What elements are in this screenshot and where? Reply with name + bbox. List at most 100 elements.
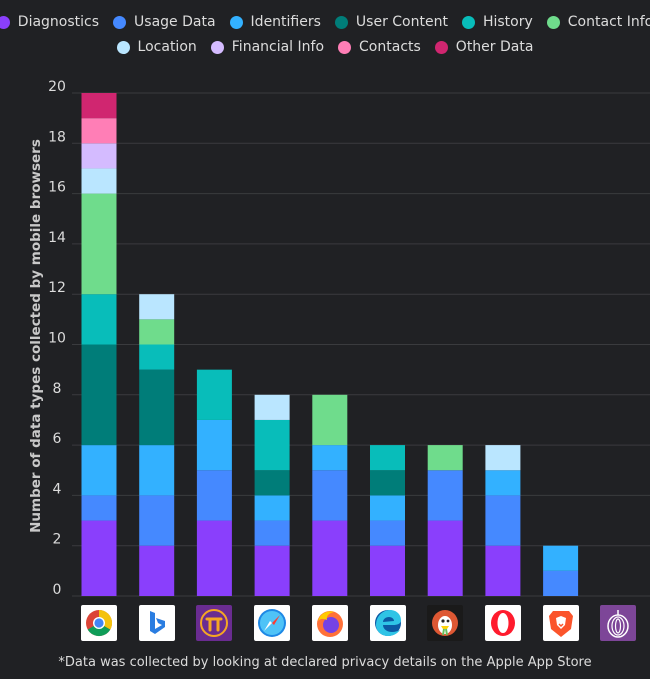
legend-swatch: [434, 40, 448, 54]
firefox-icon: [311, 605, 348, 641]
legend-label: User Content: [355, 14, 448, 30]
safari-icon: [254, 605, 291, 641]
bar-segment-edge-user-content[interactable]: [370, 470, 405, 496]
bar-segment-chrome-location[interactable]: [81, 168, 117, 194]
legend-swatch: [116, 40, 130, 54]
bar-segment-chrome-identifiers[interactable]: [81, 445, 117, 496]
bar-segment-safari-usage-data[interactable]: [254, 520, 290, 546]
bar-segment-safari-identifiers[interactable]: [254, 495, 290, 521]
bar-segment-edge-usage-data[interactable]: [370, 520, 405, 546]
legend-label: Financial Info: [231, 39, 325, 55]
legend-label: History: [482, 14, 533, 30]
legend-item-diagnostics[interactable]: Diagnostics: [0, 14, 99, 30]
y-tick-label: 10: [48, 331, 66, 347]
bar-segment-pi-browser-usage-data[interactable]: [196, 470, 232, 521]
legend-item-user-content[interactable]: User Content: [334, 14, 448, 30]
legend-label: Identifiers: [250, 14, 321, 30]
legend-item-contact-info[interactable]: Contact Info: [546, 14, 650, 30]
y-tick-label: 4: [53, 481, 62, 497]
bar-segment-chrome-contact-info[interactable]: [81, 193, 117, 295]
legend-label: Contact Info: [567, 14, 650, 30]
legend-item-usage-data[interactable]: Usage Data: [113, 14, 216, 30]
legend-row-2: Location Financial Info Contacts Other Data: [0, 39, 650, 55]
bar-segment-edge-identifiers[interactable]: [370, 495, 405, 521]
bar-segment-chrome-other-data[interactable]: [81, 93, 117, 119]
bar-segment-opera-usage-data[interactable]: [485, 495, 521, 546]
y-tick-label: 12: [48, 280, 66, 296]
bar-segment-pi-browser-diagnostics[interactable]: [196, 520, 232, 596]
bar-segment-brave-usage-data[interactable]: [543, 570, 579, 596]
bar-segment-chrome-contacts[interactable]: [81, 118, 117, 144]
pi-browser-icon: [196, 605, 233, 641]
legend-row-1: Diagnostics Usage Data Identifiers User Con…: [0, 14, 650, 30]
bar-segment-edge-diagnostics[interactable]: [370, 545, 405, 596]
y-tick-label: 6: [53, 431, 62, 447]
legend-swatch: [210, 40, 224, 54]
edge-icon: [369, 605, 406, 641]
bar-segment-firefox-identifiers[interactable]: [312, 445, 348, 471]
legend-item-other-data[interactable]: Other Data: [434, 39, 534, 55]
bar-segment-safari-diagnostics[interactable]: [254, 545, 290, 596]
legend-item-history[interactable]: History: [461, 14, 533, 30]
bar-segment-chrome-financial-info[interactable]: [81, 143, 117, 169]
legend-swatch: [113, 15, 127, 29]
y-tick-label: 18: [48, 129, 66, 145]
bar-segment-duckduckgo-contact-info[interactable]: [427, 445, 463, 471]
bar-segment-opera-identifiers[interactable]: [485, 470, 521, 496]
legend-swatch: [334, 15, 348, 29]
bar-segment-bing-user-content[interactable]: [139, 369, 175, 446]
bar-segment-brave-identifiers[interactable]: [543, 545, 579, 571]
bar-segment-duckduckgo-diagnostics[interactable]: [427, 520, 463, 596]
bar-segment-bing-contact-info[interactable]: [139, 319, 175, 345]
tor-icon: [600, 605, 637, 641]
legend-label: Other Data: [455, 39, 534, 55]
bar-segment-duckduckgo-usage-data[interactable]: [427, 470, 463, 521]
bar-segment-bing-usage-data[interactable]: [139, 495, 175, 546]
duckduckgo-icon: [427, 605, 464, 641]
legend-label: Location: [137, 39, 197, 55]
legend-swatch: [229, 15, 243, 29]
legend-label: Contacts: [359, 39, 421, 55]
bar-segment-chrome-diagnostics[interactable]: [81, 520, 117, 596]
bar-segment-safari-user-content[interactable]: [254, 470, 290, 496]
legend-item-identifiers[interactable]: Identifiers: [229, 14, 321, 30]
bar-segment-opera-diagnostics[interactable]: [485, 545, 521, 596]
y-tick-label: 14: [48, 230, 66, 246]
bing-icon: [138, 605, 175, 641]
legend-swatch: [461, 15, 475, 29]
legend-swatch: [338, 40, 352, 54]
bar-segment-chrome-user-content[interactable]: [81, 344, 117, 446]
legend-item-financial-info[interactable]: Financial Info: [210, 39, 325, 55]
bar-segment-bing-identifiers[interactable]: [139, 445, 175, 496]
bar-segment-bing-diagnostics[interactable]: [139, 545, 175, 596]
y-tick-label: 20: [48, 79, 66, 95]
bar-segment-firefox-usage-data[interactable]: [312, 470, 348, 521]
bar-segment-chrome-usage-data[interactable]: [81, 495, 117, 521]
bar-segment-chrome-history[interactable]: [81, 294, 117, 345]
bar-segment-bing-location[interactable]: [139, 294, 175, 320]
y-tick-label: 0: [53, 582, 62, 598]
footnote: *Data was collected by looking at declar…: [58, 655, 592, 670]
bar-segment-firefox-contact-info[interactable]: [312, 394, 348, 446]
y-axis-label: Number of data types collected by mobile…: [28, 139, 44, 533]
brave-icon: [542, 605, 579, 641]
bar-segment-edge-history[interactable]: [370, 445, 405, 471]
legend-swatch: [546, 15, 560, 29]
opera-icon: [484, 605, 521, 641]
bar-segment-pi-browser-history[interactable]: [196, 369, 232, 420]
bar-segment-safari-location[interactable]: [254, 394, 290, 420]
bar-segment-opera-location[interactable]: [485, 445, 521, 471]
bar-segment-pi-browser-identifiers[interactable]: [196, 419, 232, 471]
y-tick-label: 8: [53, 381, 62, 397]
bar-segment-safari-history[interactable]: [254, 419, 290, 471]
legend-item-contacts[interactable]: Contacts: [338, 39, 421, 55]
bar-segment-bing-history[interactable]: [139, 344, 175, 370]
legend-item-location[interactable]: Location: [116, 39, 197, 55]
bar-segment-firefox-diagnostics[interactable]: [312, 520, 348, 596]
legend-swatch: [0, 15, 10, 29]
legend-label: Usage Data: [134, 14, 216, 30]
chrome-icon: [81, 605, 117, 641]
y-tick-label: 16: [48, 180, 66, 196]
